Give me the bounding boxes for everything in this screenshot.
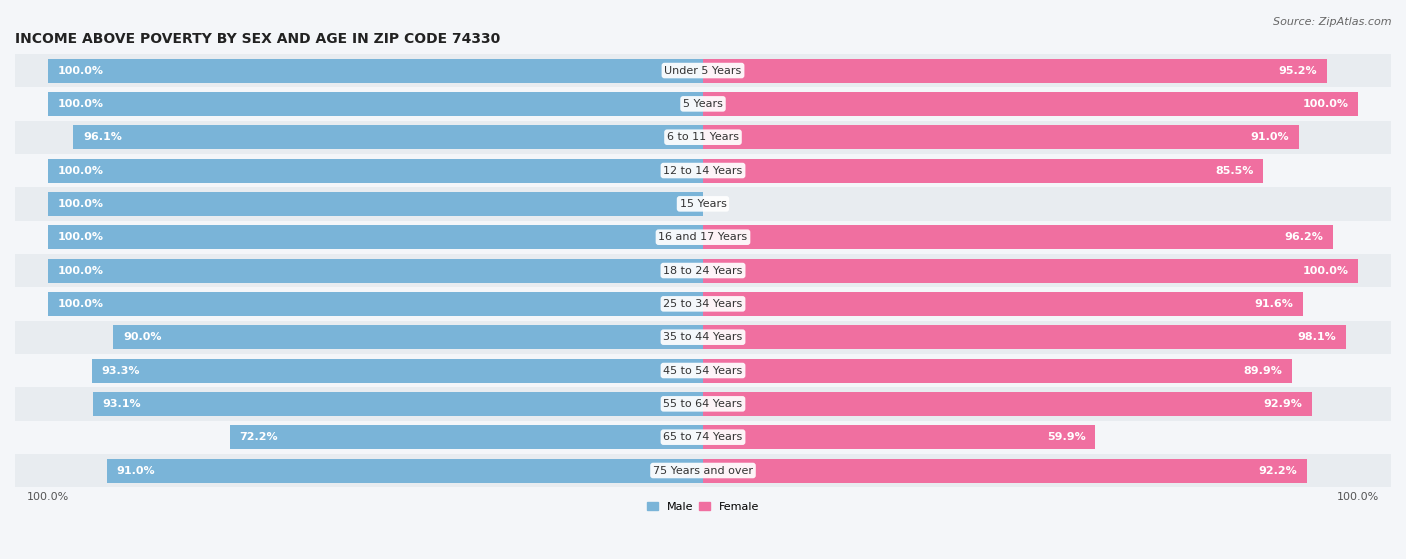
- Text: 85.5%: 85.5%: [1215, 165, 1253, 176]
- Bar: [15, 54, 1391, 87]
- Text: 92.2%: 92.2%: [1258, 466, 1298, 476]
- Bar: [703, 125, 1299, 149]
- Text: 75 Years and over: 75 Years and over: [652, 466, 754, 476]
- Bar: [703, 392, 1312, 416]
- Bar: [703, 358, 1292, 382]
- Text: 16 and 17 Years: 16 and 17 Years: [658, 232, 748, 242]
- Text: 93.3%: 93.3%: [101, 366, 141, 376]
- Bar: [15, 154, 1391, 187]
- Text: 96.2%: 96.2%: [1285, 232, 1323, 242]
- Text: 90.0%: 90.0%: [124, 332, 162, 342]
- Text: 100.0%: 100.0%: [1302, 266, 1348, 276]
- Bar: [703, 59, 1327, 83]
- Bar: [93, 392, 703, 416]
- Text: 35 to 44 Years: 35 to 44 Years: [664, 332, 742, 342]
- Bar: [15, 87, 1391, 121]
- Bar: [48, 225, 703, 249]
- Text: 91.6%: 91.6%: [1254, 299, 1294, 309]
- Bar: [48, 59, 703, 83]
- Text: Under 5 Years: Under 5 Years: [665, 65, 741, 75]
- Text: 100.0%: 100.0%: [58, 65, 104, 75]
- Bar: [15, 254, 1391, 287]
- Bar: [703, 225, 1333, 249]
- Text: 100.0%: 100.0%: [58, 199, 104, 209]
- Text: 98.1%: 98.1%: [1298, 332, 1336, 342]
- Bar: [15, 320, 1391, 354]
- Text: 96.1%: 96.1%: [83, 132, 122, 142]
- Text: 65 to 74 Years: 65 to 74 Years: [664, 432, 742, 442]
- Text: 100.0%: 100.0%: [58, 299, 104, 309]
- Text: 100.0%: 100.0%: [1302, 99, 1348, 109]
- Text: 18 to 24 Years: 18 to 24 Years: [664, 266, 742, 276]
- Text: 59.9%: 59.9%: [1047, 432, 1085, 442]
- Text: 6 to 11 Years: 6 to 11 Years: [666, 132, 740, 142]
- Bar: [15, 387, 1391, 420]
- Bar: [703, 159, 1263, 183]
- Bar: [703, 92, 1358, 116]
- Text: 93.1%: 93.1%: [103, 399, 142, 409]
- Text: 91.0%: 91.0%: [1251, 132, 1289, 142]
- Text: 91.0%: 91.0%: [117, 466, 155, 476]
- Text: 100.0%: 100.0%: [58, 232, 104, 242]
- Text: 92.9%: 92.9%: [1263, 399, 1302, 409]
- Text: 89.9%: 89.9%: [1243, 366, 1282, 376]
- Text: 100.0%: 100.0%: [58, 165, 104, 176]
- Bar: [15, 187, 1391, 221]
- Bar: [48, 92, 703, 116]
- Bar: [91, 358, 703, 382]
- Bar: [73, 125, 703, 149]
- Bar: [48, 258, 703, 282]
- Bar: [48, 159, 703, 183]
- Bar: [703, 425, 1095, 449]
- Text: 100.0%: 100.0%: [58, 99, 104, 109]
- Bar: [231, 425, 703, 449]
- Legend: Male, Female: Male, Female: [643, 498, 763, 517]
- Text: 45 to 54 Years: 45 to 54 Years: [664, 366, 742, 376]
- Bar: [15, 454, 1391, 487]
- Bar: [15, 121, 1391, 154]
- Bar: [15, 354, 1391, 387]
- Text: 95.2%: 95.2%: [1278, 65, 1317, 75]
- Text: 12 to 14 Years: 12 to 14 Years: [664, 165, 742, 176]
- Text: 15 Years: 15 Years: [679, 199, 727, 209]
- Bar: [703, 258, 1358, 282]
- Bar: [48, 292, 703, 316]
- Bar: [107, 458, 703, 482]
- Bar: [114, 325, 703, 349]
- Text: 100.0%: 100.0%: [58, 266, 104, 276]
- Bar: [703, 292, 1303, 316]
- Bar: [703, 458, 1308, 482]
- Bar: [15, 420, 1391, 454]
- Text: 72.2%: 72.2%: [240, 432, 278, 442]
- Bar: [15, 221, 1391, 254]
- Text: 55 to 64 Years: 55 to 64 Years: [664, 399, 742, 409]
- Text: 5 Years: 5 Years: [683, 99, 723, 109]
- Text: Source: ZipAtlas.com: Source: ZipAtlas.com: [1274, 17, 1392, 27]
- Bar: [703, 325, 1346, 349]
- Bar: [15, 287, 1391, 320]
- Text: INCOME ABOVE POVERTY BY SEX AND AGE IN ZIP CODE 74330: INCOME ABOVE POVERTY BY SEX AND AGE IN Z…: [15, 32, 501, 46]
- Text: 25 to 34 Years: 25 to 34 Years: [664, 299, 742, 309]
- Bar: [48, 192, 703, 216]
